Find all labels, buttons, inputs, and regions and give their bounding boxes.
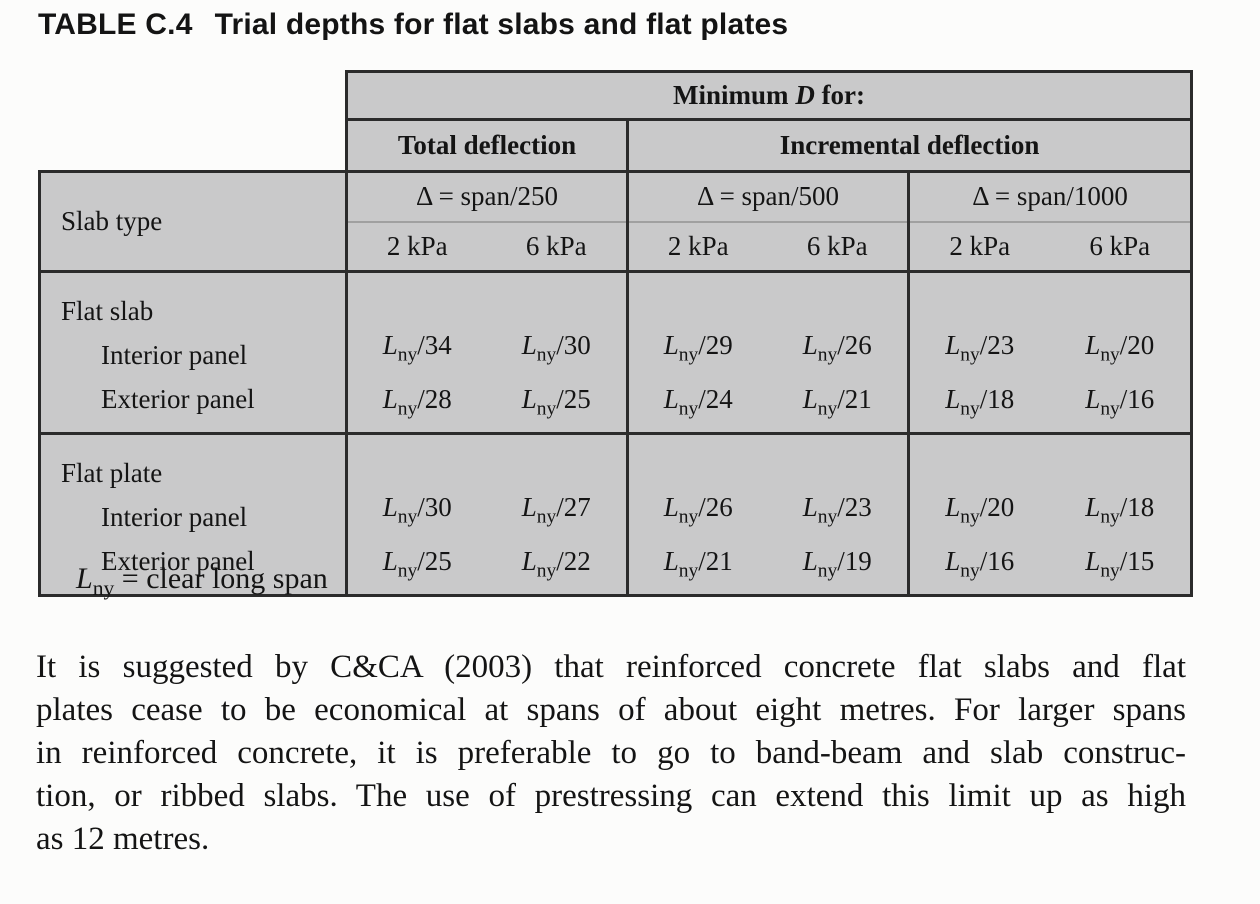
trial-depths-table: Minimum D for: Total deflection Incremen… bbox=[38, 70, 1194, 597]
span-ratio-value: Lny/16 bbox=[945, 546, 1015, 582]
value-cell: Lny/20 Lny/16 bbox=[907, 433, 1050, 597]
value-cell: Lny/30 Lny/25 bbox=[486, 271, 628, 435]
panel-row-label: Interior panel bbox=[101, 340, 248, 371]
span-ratio-value: Lny/23 bbox=[945, 330, 1015, 366]
min-d-row: Minimum D for: bbox=[40, 70, 1194, 121]
empty-corner bbox=[40, 120, 347, 172]
incremental-deflection-header: Incremental deflection bbox=[625, 119, 1194, 173]
span-ratio-value: Lny/15 bbox=[1085, 546, 1155, 582]
kpa-header: 6 kPa bbox=[486, 221, 628, 273]
span-ratio-value: Lny/18 bbox=[1085, 491, 1155, 528]
kpa-row: 2 kPa 6 kPa 2 kPa 6 kPa 2 kPa 6 kPa bbox=[40, 221, 1194, 273]
section-title: Flat plate bbox=[61, 458, 163, 489]
span-ratio-value: Lny/19 bbox=[802, 546, 872, 582]
paragraph-line: in reinforced concrete, it is preferable… bbox=[36, 735, 1186, 771]
span-ratio-value: Lny/23 bbox=[802, 491, 872, 528]
value-cell: Lny/34 Lny/28 bbox=[345, 271, 487, 435]
table-body: Flat slab Interior panel Exterior panel Ln… bbox=[38, 271, 1194, 597]
table-section-row: Flat plate Interior panel Exterior panel L… bbox=[38, 433, 1194, 597]
footnote-text: = clear long span bbox=[114, 562, 328, 595]
deflection-type-row: Total deflection Incremental deflection bbox=[40, 119, 1194, 173]
value-cell: Lny/29 Lny/24 bbox=[626, 271, 768, 435]
delta-row: Slab type Δ = span/250 Δ = span/500 Δ = … bbox=[38, 170, 1194, 273]
span-ratio-value: Lny/34 bbox=[382, 330, 452, 366]
kpa-header: 6 kPa bbox=[1049, 221, 1194, 273]
kpa-header: 6 kPa bbox=[767, 221, 909, 273]
section-label-cell: Flat plate Interior panel Exterior panel bbox=[38, 433, 348, 597]
span-ratio-value: Lny/26 bbox=[663, 491, 733, 528]
span-ratio-value: Lny/25 bbox=[521, 384, 591, 420]
span-ratio-value: Lny/18 bbox=[945, 384, 1015, 420]
kpa-header: 2 kPa bbox=[626, 221, 768, 273]
empty-corner bbox=[40, 72, 347, 120]
span-ratio-value: Lny/27 bbox=[521, 491, 591, 528]
value-cell: Lny/26 Lny/21 bbox=[626, 433, 768, 597]
value-cell: Lny/26 Lny/21 bbox=[767, 271, 909, 435]
span-ratio-value: Lny/21 bbox=[802, 384, 872, 420]
footnote-symbol: L bbox=[76, 562, 93, 595]
total-deflection-header: Total deflection bbox=[345, 119, 628, 173]
span-ratio-value: Lny/22 bbox=[521, 546, 591, 582]
kpa-header: 2 kPa bbox=[907, 221, 1050, 273]
paragraph-line: tion, or ribbed slabs. The use of prestr… bbox=[36, 778, 1186, 814]
span-ratio-value: Lny/24 bbox=[663, 384, 733, 420]
delta-span-500-header: Δ = span/500 bbox=[626, 171, 909, 223]
panel-row-label: Interior panel bbox=[101, 502, 248, 533]
delta-span-1000-header: Δ = span/1000 bbox=[906, 171, 1194, 223]
value-cell: Lny/20 Lny/16 bbox=[1049, 271, 1194, 435]
span-ratio-value: Lny/29 bbox=[663, 330, 733, 366]
delta-span-250-header: Δ = span/250 bbox=[345, 171, 628, 223]
kpa-header: 2 kPa bbox=[345, 221, 487, 273]
span-ratio-value: Lny/20 bbox=[1085, 330, 1155, 366]
panel-row-label: Exterior panel bbox=[101, 384, 255, 415]
value-cell: Lny/27 Lny/22 bbox=[486, 433, 628, 597]
span-ratio-value: Lny/26 bbox=[802, 330, 872, 366]
span-ratio-value: Lny/28 bbox=[382, 384, 452, 420]
section-label-cell: Flat slab Interior panel Exterior panel bbox=[38, 271, 348, 435]
value-cell: Lny/18 Lny/15 bbox=[1049, 433, 1194, 597]
footnote-symbol-subscript: ny bbox=[92, 576, 115, 600]
paragraph-line: It is suggested by C&CA (2003) that rein… bbox=[36, 649, 1186, 685]
paragraph-line: as 12 metres. bbox=[36, 821, 210, 857]
table-header-rows: Minimum D for: Total deflection Incremen… bbox=[38, 70, 1194, 273]
span-ratio-value: Lny/30 bbox=[382, 491, 452, 528]
body-paragraph: It is suggested by C&CA (2003) that rein… bbox=[36, 646, 1186, 861]
value-cell: Lny/23 Lny/19 bbox=[767, 433, 909, 597]
footnote: Lny = clear long span bbox=[76, 562, 328, 601]
paragraph-line: plates cease to be economical at spans o… bbox=[36, 692, 1186, 728]
table-title: TABLE C.4 Trial depths for flat slabs and… bbox=[38, 8, 788, 42]
span-ratio-value: Lny/25 bbox=[382, 546, 452, 582]
min-d-header-cell: Minimum D for: bbox=[344, 70, 1194, 121]
table-title-caption: Trial depths for flat slabs and flat pla… bbox=[214, 8, 789, 41]
value-cell: Lny/23 Lny/18 bbox=[907, 271, 1050, 435]
table-title-label: TABLE C.4 bbox=[38, 8, 193, 41]
panel-row-label: Exterior panel bbox=[101, 546, 255, 577]
section-title: Flat slab bbox=[61, 296, 154, 327]
span-ratio-value: Lny/30 bbox=[521, 330, 591, 366]
span-ratio-value: Lny/20 bbox=[945, 491, 1015, 528]
value-cell: Lny/30 Lny/25 bbox=[345, 433, 487, 597]
span-ratio-value: Lny/21 bbox=[663, 546, 733, 582]
table-section-row: Flat slab Interior panel Exterior panel Ln… bbox=[38, 271, 1194, 435]
span-ratio-value: Lny/16 bbox=[1085, 384, 1155, 420]
slab-type-header: Slab type bbox=[38, 170, 348, 273]
